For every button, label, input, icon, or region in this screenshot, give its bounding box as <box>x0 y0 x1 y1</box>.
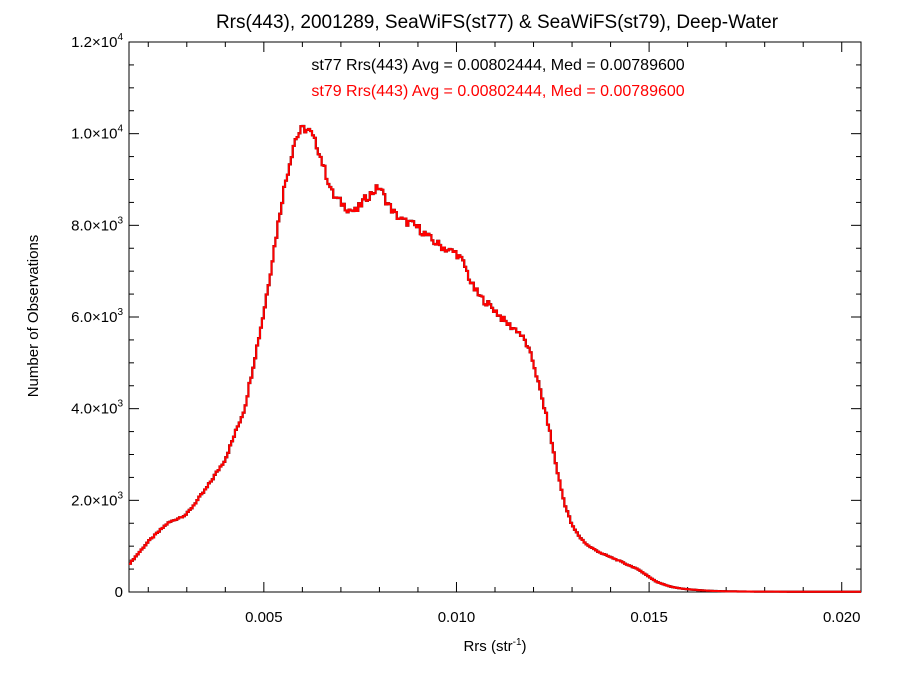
y-tick-label: 2.0×103 <box>71 490 123 509</box>
x-axis-label: Rrs (str-1) <box>463 637 526 655</box>
minor-ticks <box>129 42 861 592</box>
annotation-st79: st79 Rrs(443) Avg = 0.00802444, Med = 0.… <box>311 83 684 100</box>
y-tick-label-exp: 3 <box>117 215 123 226</box>
x-tick-label: 0.015 <box>630 609 668 626</box>
x-axis-label-sup: -1 <box>513 637 522 648</box>
y-tick-label-exp: 4 <box>117 32 123 43</box>
x-axis-label-base: Rrs (str <box>463 638 512 655</box>
y-axis: 02.0×1034.0×1036.0×1038.0×1031.0×1041.2×… <box>71 32 861 601</box>
y-tick-label-exp: 4 <box>117 124 123 135</box>
y-tick-label-exp: 3 <box>117 307 123 318</box>
y-tick-label-exp: 3 <box>117 399 123 410</box>
y-tick-label-base: 0 <box>115 584 123 601</box>
y-tick-label-base: 8.0×10 <box>71 217 117 234</box>
x-tick-label: 0.010 <box>438 609 476 626</box>
plot-frame <box>128 41 862 593</box>
x-tick-label: 0.020 <box>823 609 861 626</box>
y-tick-label-base: 4.0×10 <box>71 401 117 418</box>
y-tick-label-exp: 3 <box>117 490 123 501</box>
x-axis-label-close: ) <box>522 638 527 655</box>
y-axis-label: Number of Observations <box>25 235 42 398</box>
y-tick-label: 4.0×103 <box>71 399 123 418</box>
series-line-1 <box>129 124 861 593</box>
y-tick-label-base: 6.0×10 <box>71 309 117 326</box>
x-tick-label: 0.005 <box>245 609 283 626</box>
y-tick-label-base: 2.0×10 <box>71 492 117 509</box>
series-layer <box>129 124 861 593</box>
chart-title: Rrs(443), 2001289, SeaWiFS(st77) & SeaWi… <box>216 12 779 33</box>
y-tick-label-base: 1.0×10 <box>71 126 117 143</box>
y-tick-label: 0 <box>115 584 123 601</box>
y-tick-label: 1.2×104 <box>71 32 123 51</box>
annotation-st77: st77 Rrs(443) Avg = 0.00802444, Med = 0.… <box>311 57 684 74</box>
series-line-0 <box>129 124 861 593</box>
x-axis: 0.005 0.010 0.015 0.020 <box>245 42 861 626</box>
y-tick-label: 6.0×103 <box>71 307 123 326</box>
y-tick-label-base: 1.2×10 <box>71 34 117 51</box>
y-tick-label: 8.0×103 <box>71 215 123 234</box>
y-tick-label: 1.0×104 <box>71 124 123 143</box>
